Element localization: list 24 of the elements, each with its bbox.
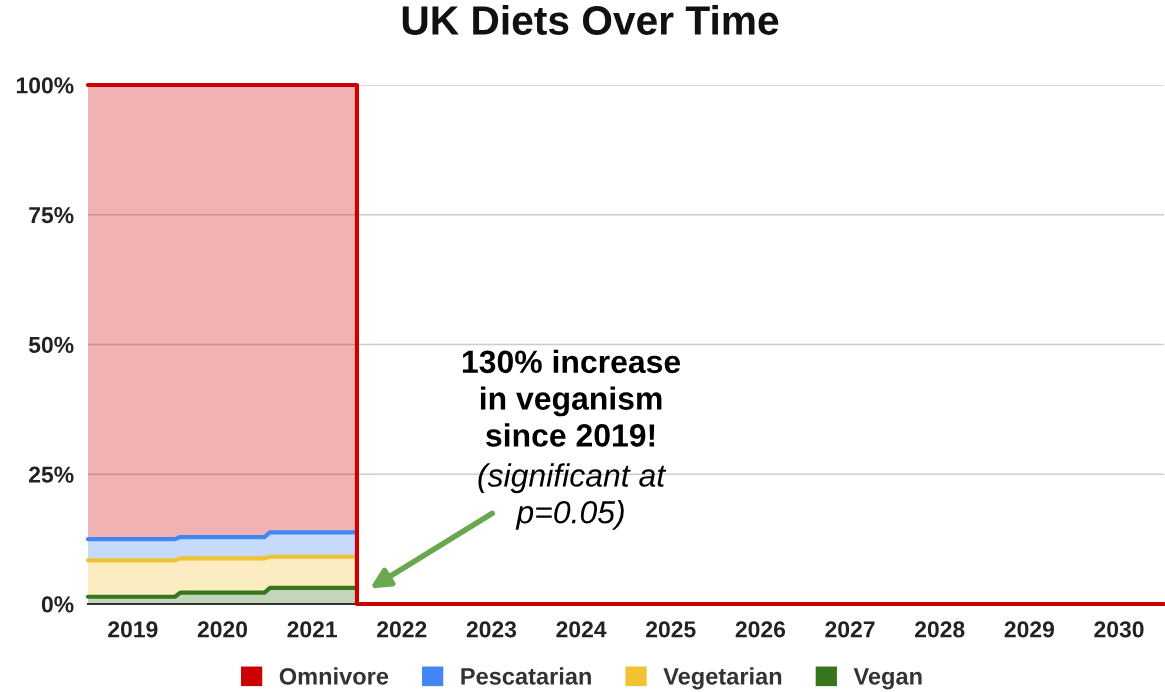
x-tick-label: 2019: [108, 621, 158, 638]
x-tick-label: 2028: [915, 621, 965, 638]
x-tick-label: 2025: [646, 621, 696, 638]
x-tick-label: 2021: [287, 621, 337, 638]
legend-label: Pescatarian: [461, 667, 591, 685]
legend-label: Vegan: [853, 668, 922, 690]
annotation: (significant at p=0.05): [478, 463, 667, 530]
x-tick-label: 2029: [1004, 621, 1054, 638]
legend-label: Vegetarian: [663, 667, 782, 690]
x-tick-label: 2022: [377, 621, 427, 638]
y-tick-label: 75%: [29, 207, 74, 224]
x-tick-label: 2030: [1094, 621, 1144, 638]
x-tick-label: 2020: [197, 621, 248, 638]
x-tick-label: 2026: [735, 621, 786, 638]
x-tick-label: 2024: [556, 621, 607, 638]
x-tick-label: 2023: [466, 621, 517, 638]
y-tick-label: 25%: [29, 466, 74, 483]
x-tick-label: 2027: [825, 621, 875, 638]
legend-label: Omnivore: [279, 667, 389, 685]
y-tick-label: 50%: [28, 336, 74, 354]
y-tick-label: 100%: [16, 77, 74, 94]
annotation: 130% increase in veganism since 2019!: [462, 349, 681, 447]
y-tick-label: 0%: [41, 596, 74, 613]
chart-title: UK Diets Over Time: [402, 5, 779, 35]
